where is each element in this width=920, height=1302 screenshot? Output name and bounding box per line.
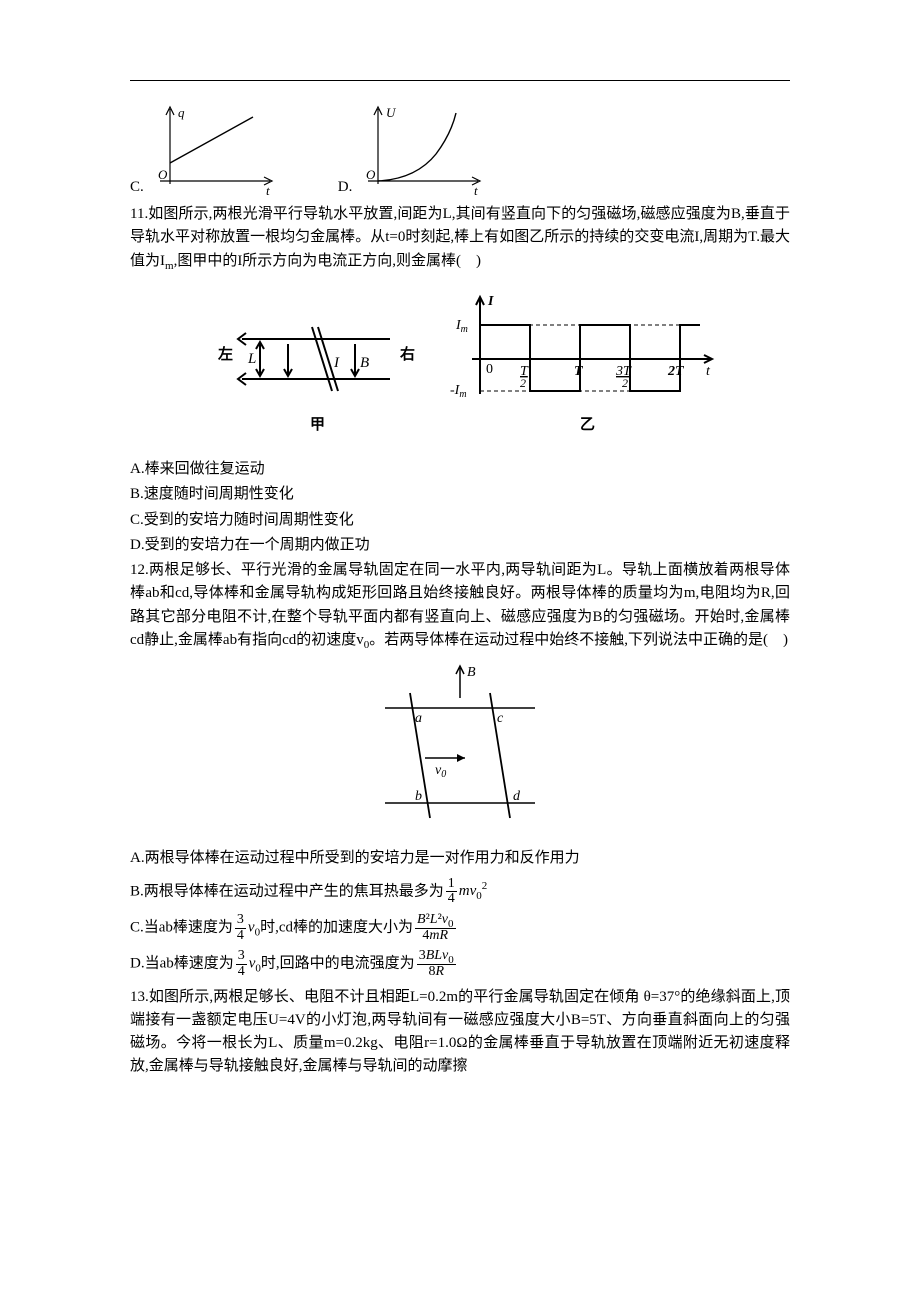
q11-opt-c: C.受到的安培力随时间周期性变化 [130, 509, 790, 532]
q12-a: a [415, 711, 422, 726]
q10-graph-d: U O t [356, 99, 486, 199]
q12-c-frac2: B²L²v04mR [415, 913, 455, 943]
q11-y-label: I [487, 294, 494, 309]
q12-d-frac1: 34 [236, 949, 247, 979]
top-rule [130, 80, 790, 81]
q12-figure: B a c b d v0 [130, 658, 790, 841]
q12-svg: B a c b d v0 [355, 658, 565, 833]
q11-figure: 左 右 L I B [130, 279, 790, 452]
q12-b-after: mv02 [459, 883, 488, 899]
q13-stem: 13.如图所示,两根足够长、电阻不计且相距L=0.2m的平行金属导轨固定在倾角 … [130, 986, 790, 1079]
q11-b-label: B [360, 355, 369, 371]
q12-opt-b: B.两根导体棒在运动过程中产生的焦耳热最多为14mv02 [130, 877, 790, 907]
q10d-xaxis-label: t [474, 183, 478, 198]
q12-opt-c: C.当ab棒速度为34v0时,cd棒的加速度大小为B²L²v04mR [130, 913, 790, 943]
svg-text:v0: v0 [435, 763, 446, 780]
q11-right-label: 右 [400, 345, 415, 363]
q12-b-label: B [467, 665, 476, 680]
q11-left-caption: 甲 [310, 416, 325, 433]
svg-text:t: t [706, 364, 711, 379]
q11-im-sub: m [461, 324, 468, 335]
q10-options-row: C. q O t D. U O t [130, 99, 790, 199]
q12-b: b [415, 789, 422, 804]
q11-stem-tail: ,图甲中的I所示方向为电流正方向,则金属棒( ) [174, 253, 482, 269]
q11-left-label: 左 [217, 345, 233, 363]
q11-l-label: L [247, 351, 256, 367]
q12-d-prefix: D.当ab棒速度为 [130, 956, 234, 972]
q12-v0-sub: 0 [441, 769, 446, 780]
q10c-origin: O [158, 167, 168, 182]
q12-c-frac1: 34 [235, 913, 246, 943]
q10-graph-c: q O t [148, 99, 278, 199]
q12-opt-d: D.当ab棒速度为34v0时,回路中的电流强度为3BLv08R [130, 949, 790, 979]
q10-opt-d-label: D. [338, 176, 353, 199]
q11-right-caption: 乙 [580, 417, 595, 433]
q10d-origin: O [366, 167, 376, 182]
q11-opt-d: D.受到的安培力在一个周期内做正功 [130, 534, 790, 557]
q10c-yaxis-label: q [178, 105, 185, 120]
svg-text:2T: 2T [667, 364, 685, 379]
q12-d: d [513, 789, 521, 804]
q12-c-v: v [248, 920, 255, 936]
q10-opt-c-label: C. [130, 176, 144, 199]
svg-text:T: T [574, 364, 584, 379]
q12-b-frac: 14 [446, 877, 457, 907]
q12-opt-a: A.两根导体棒在运动过程中所受到的安培力是一对作用力和反作用力 [130, 847, 790, 870]
q11-opt-b: B.速度随时间周期性变化 [130, 483, 790, 506]
q11-svg: 左 右 L I B [200, 279, 720, 444]
svg-text:2: 2 [520, 376, 526, 390]
q10c-xaxis-label: t [266, 183, 270, 198]
q11-sub-m: m [165, 260, 174, 272]
q12-d-frac2: 3BLv08R [417, 949, 456, 979]
q11-opt-a: A.棒来回做往复运动 [130, 458, 790, 481]
q12-b-prefix: B.两根导体棒在运动过程中产生的焦耳热最多为 [130, 883, 444, 899]
q11-stem: 11.如图所示,两根光滑平行导轨水平放置,间距为L,其间有竖直向下的匀强磁场,磁… [130, 203, 790, 273]
q10d-yaxis-label: U [386, 105, 397, 120]
q12-stem: 12.两根足够长、平行光滑的金属导轨固定在同一水平内,两导轨间距为L。导轨上面横… [130, 559, 790, 652]
svg-text:Im: Im [455, 318, 468, 335]
q11-i-label: I [333, 355, 340, 371]
q11-zero: 0 [486, 362, 493, 377]
q12-stem-tail: 。若两导体棒在运动过程中始终不接触,下列说法中正确的是( ) [369, 632, 788, 648]
q12-c-mid2: 时,cd棒的加速度大小为 [260, 920, 413, 936]
svg-text:2: 2 [622, 376, 628, 390]
q12-c-prefix: C.当ab棒速度为 [130, 920, 233, 936]
q12-d-mid2: 时,回路中的电流强度为 [261, 956, 415, 972]
q12-c: c [497, 711, 504, 726]
svg-text:-Im: -Im [450, 383, 467, 400]
q11-negim-sub: m [459, 389, 466, 400]
